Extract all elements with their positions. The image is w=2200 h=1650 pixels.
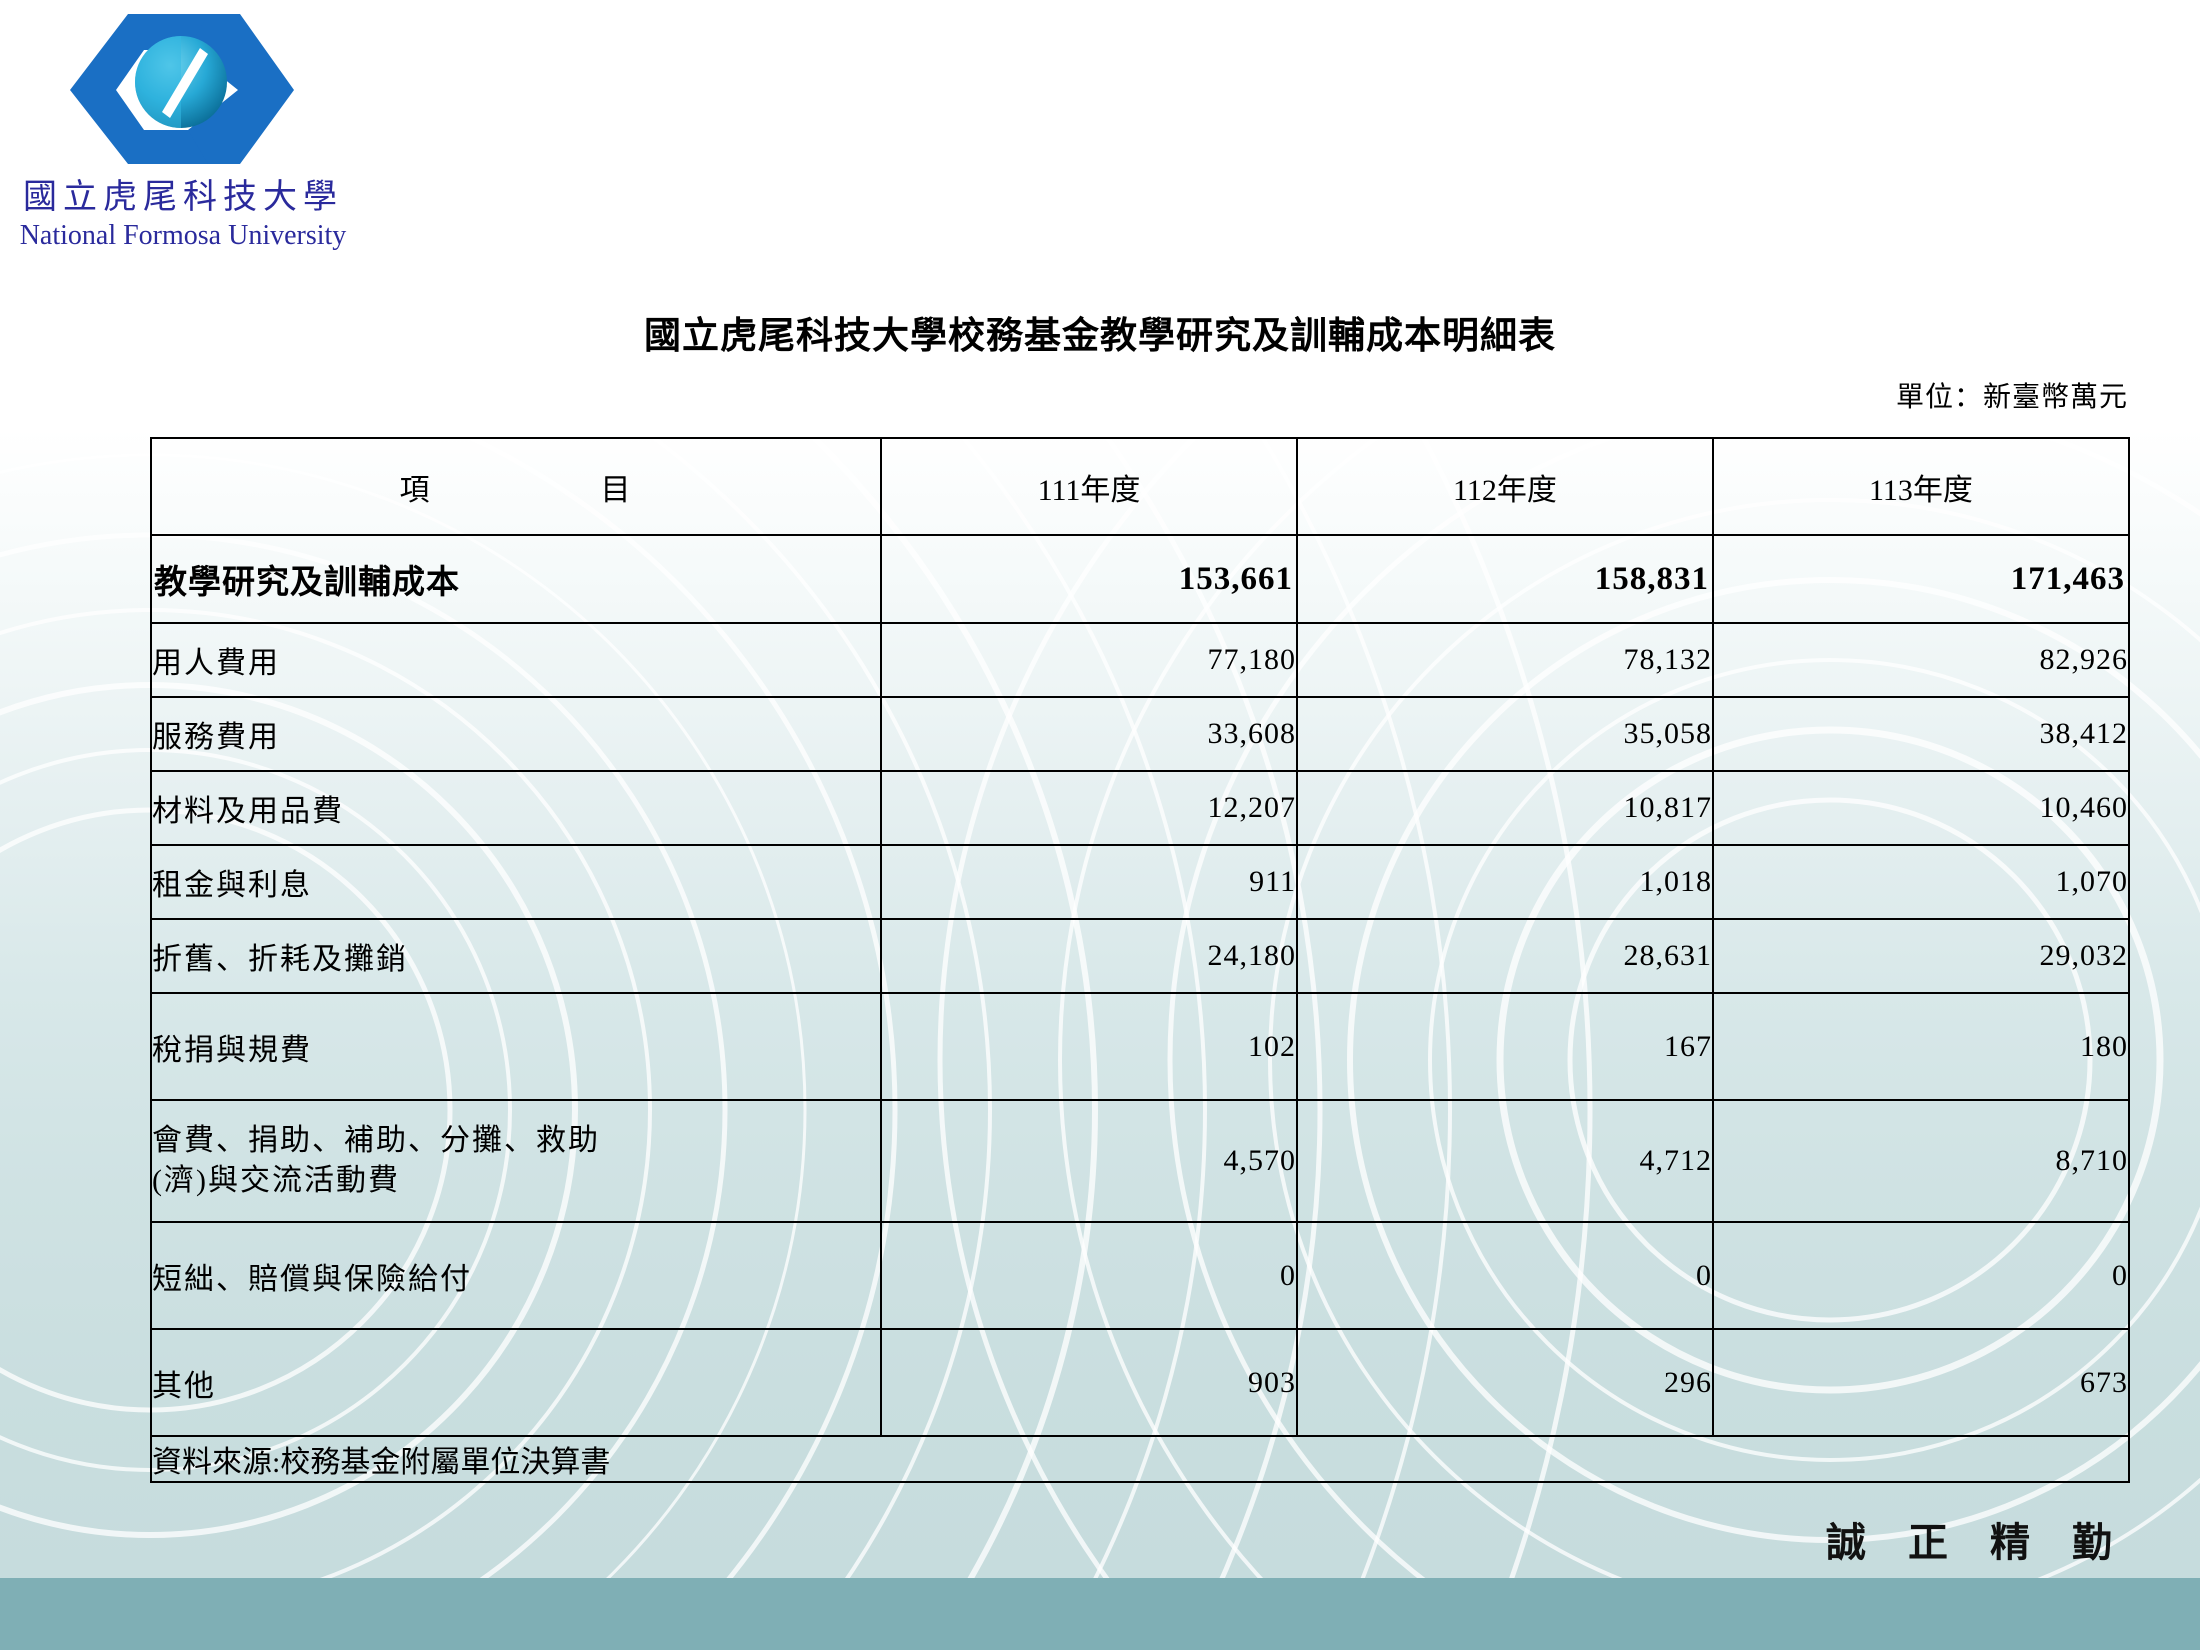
row-label: 材料及用品費 [150, 770, 882, 846]
unit-label: 單位：新臺幣萬元 [1895, 382, 2128, 413]
row-label: 其他 [150, 1328, 882, 1437]
row-value-112: 1,018 [1296, 844, 1714, 920]
table-row: 用人費用 77,180 78,132 82,926 [150, 622, 2130, 698]
school-motto: 誠 正 精 勤 [1826, 1520, 2128, 1565]
row-value-111: 77,180 [880, 622, 1298, 698]
formosa-hexagon-emblem-icon [70, 14, 294, 164]
header-cell-year-113: 113年度 [1712, 437, 2130, 536]
header-cell-year-112: 112年度 [1296, 437, 1714, 536]
row-value-111: 0 [880, 1221, 1298, 1330]
row-value-112: 78,132 [1296, 622, 1714, 698]
row-label: 短絀、賠償與保險給付 [150, 1221, 882, 1330]
row-label-line1: 會費、捐助、補助、分攤、救助 [152, 1124, 600, 1158]
row-value-111: 102 [880, 992, 1298, 1101]
row-value-113: 8,710 [1712, 1099, 2130, 1223]
table-row: 其他 903 296 673 [150, 1328, 2130, 1437]
header-cell-item: 項 目 [150, 437, 882, 536]
table-header-row: 項 目 111年度 112年度 113年度 [150, 437, 2130, 536]
table-row: 稅捐與規費 102 167 180 [150, 992, 2130, 1101]
header-item-char2: 目 [600, 473, 633, 507]
row-value-113: 29,032 [1712, 918, 2130, 994]
table-footnote-row: 資料來源:校務基金附屬單位決算書 [150, 1435, 2130, 1483]
row-value-113: 180 [1712, 992, 2130, 1101]
footer-bar [0, 1578, 2200, 1650]
row-label: 會費、捐助、補助、分攤、救助 (濟)與交流活動費 [150, 1099, 882, 1223]
row-value-111: 24,180 [880, 918, 1298, 994]
row-value-112: 296 [1296, 1328, 1714, 1437]
logo-name-english: National Formosa University [19, 220, 347, 251]
row-value-113: 38,412 [1712, 696, 2130, 772]
row-value-111: 33,608 [880, 696, 1298, 772]
source-note: 資料來源:校務基金附屬單位決算書 [150, 1435, 2130, 1483]
row-value-113: 10,460 [1712, 770, 2130, 846]
table-row-total: 教學研究及訓輔成本 153,661 158,831 171,463 [150, 534, 2130, 624]
row-value-112: 10,817 [1296, 770, 1714, 846]
row-label-line2: (濟)與交流活動費 [152, 1164, 400, 1197]
table-row: 折舊、折耗及攤銷 24,180 28,631 29,032 [150, 918, 2130, 994]
row-value-111: 4,570 [880, 1099, 1298, 1223]
row-value-112: 167 [1296, 992, 1714, 1101]
total-row-value-113: 171,463 [1712, 534, 2130, 624]
total-row-label: 教學研究及訓輔成本 [150, 534, 882, 624]
row-value-111: 903 [880, 1328, 1298, 1437]
row-label: 服務費用 [150, 696, 882, 772]
row-value-112: 0 [1296, 1221, 1714, 1330]
table-row: 材料及用品費 12,207 10,817 10,460 [150, 770, 2130, 846]
logo-name-chinese: 國立虎尾科技大學 [23, 179, 343, 216]
row-value-111: 12,207 [880, 770, 1298, 846]
row-value-112: 4,712 [1296, 1099, 1714, 1223]
row-value-113: 0 [1712, 1221, 2130, 1330]
cost-detail-table: 項 目 111年度 112年度 113年度 教學研究及訓輔成本 153,661 … [150, 437, 2130, 1483]
row-value-113: 1,070 [1712, 844, 2130, 920]
row-value-111: 911 [880, 844, 1298, 920]
row-label: 用人費用 [150, 622, 882, 698]
row-value-112: 28,631 [1296, 918, 1714, 994]
row-label: 租金與利息 [150, 844, 882, 920]
row-value-112: 35,058 [1296, 696, 1714, 772]
total-row-value-112: 158,831 [1296, 534, 1714, 624]
total-row-value-111: 153,661 [880, 534, 1298, 624]
university-logo: 國立虎尾科技大學 National Formosa University [18, 8, 348, 252]
header-item-char1: 項 [399, 473, 432, 507]
row-value-113: 673 [1712, 1328, 2130, 1437]
page-title: 國立虎尾科技大學校務基金教學研究及訓輔成本明細表 [644, 316, 1556, 357]
row-value-113: 82,926 [1712, 622, 2130, 698]
row-label: 折舊、折耗及攤銷 [150, 918, 882, 994]
table-row: 會費、捐助、補助、分攤、救助 (濟)與交流活動費 4,570 4,712 8,7… [150, 1099, 2130, 1223]
table-row: 短絀、賠償與保險給付 0 0 0 [150, 1221, 2130, 1330]
table-row: 租金與利息 911 1,018 1,070 [150, 844, 2130, 920]
header-cell-year-111: 111年度 [880, 437, 1298, 536]
row-label: 稅捐與規費 [150, 992, 882, 1101]
table-row: 服務費用 33,608 35,058 38,412 [150, 696, 2130, 772]
